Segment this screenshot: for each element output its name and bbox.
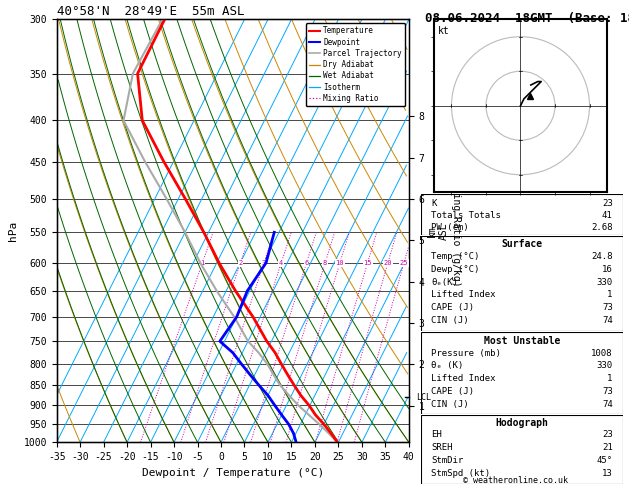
Text: 6: 6 <box>304 260 309 266</box>
Text: K: K <box>431 199 437 208</box>
Text: 23: 23 <box>602 430 613 439</box>
Text: 73: 73 <box>602 387 613 396</box>
Text: Hodograph: Hodograph <box>496 418 548 428</box>
Text: 08.06.2024  18GMT  (Base: 18): 08.06.2024 18GMT (Base: 18) <box>425 12 629 25</box>
Text: 73: 73 <box>602 303 613 312</box>
Text: 3: 3 <box>262 260 266 266</box>
Text: 2: 2 <box>238 260 243 266</box>
Text: 40°58'N  28°49'E  55m ASL: 40°58'N 28°49'E 55m ASL <box>57 5 244 18</box>
Text: 13: 13 <box>602 469 613 478</box>
Legend: Temperature, Dewpoint, Parcel Trajectory, Dry Adiabat, Wet Adiabat, Isotherm, Mi: Temperature, Dewpoint, Parcel Trajectory… <box>306 23 405 106</box>
Text: StmSpd (kt): StmSpd (kt) <box>431 469 491 478</box>
Text: 45°: 45° <box>596 456 613 465</box>
Text: 20: 20 <box>384 260 392 266</box>
Text: Lifted Index: Lifted Index <box>431 374 496 383</box>
Y-axis label: km
ASL: km ASL <box>427 222 449 240</box>
X-axis label: Dewpoint / Temperature (°C): Dewpoint / Temperature (°C) <box>142 468 324 478</box>
Text: Totals Totals: Totals Totals <box>431 211 501 220</box>
Text: 24.8: 24.8 <box>591 252 613 261</box>
Text: 2.68: 2.68 <box>591 224 613 232</box>
Text: © weatheronline.co.uk: © weatheronline.co.uk <box>464 475 568 485</box>
Text: LCL: LCL <box>416 393 431 402</box>
Text: 74: 74 <box>602 316 613 325</box>
Text: 23: 23 <box>602 199 613 208</box>
Text: CIN (J): CIN (J) <box>431 399 469 409</box>
Text: Pressure (mb): Pressure (mb) <box>431 349 501 358</box>
Text: PW (cm): PW (cm) <box>431 224 469 232</box>
Text: StmDir: StmDir <box>431 456 464 465</box>
Text: θₑ (K): θₑ (K) <box>431 362 464 370</box>
Text: 16: 16 <box>602 265 613 274</box>
Text: Surface: Surface <box>501 239 543 249</box>
Text: CIN (J): CIN (J) <box>431 316 469 325</box>
Text: 330: 330 <box>596 278 613 287</box>
Text: Temp (°C): Temp (°C) <box>431 252 480 261</box>
Text: SREH: SREH <box>431 443 453 452</box>
Text: θₑ(K): θₑ(K) <box>431 278 459 287</box>
Text: 1: 1 <box>607 374 613 383</box>
Text: 10: 10 <box>336 260 344 266</box>
Text: 15: 15 <box>364 260 372 266</box>
Text: 41: 41 <box>602 211 613 220</box>
Y-axis label: hPa: hPa <box>8 221 18 241</box>
Text: CAPE (J): CAPE (J) <box>431 303 474 312</box>
Text: EH: EH <box>431 430 442 439</box>
Text: Lifted Index: Lifted Index <box>431 290 496 299</box>
Text: Most Unstable: Most Unstable <box>484 336 560 346</box>
Text: CAPE (J): CAPE (J) <box>431 387 474 396</box>
Text: 330: 330 <box>596 362 613 370</box>
Text: 21: 21 <box>602 443 613 452</box>
Text: 1: 1 <box>607 290 613 299</box>
Y-axis label: Mixing Ratio (g/kg): Mixing Ratio (g/kg) <box>450 175 460 287</box>
Text: 4: 4 <box>279 260 284 266</box>
Text: Dewp (°C): Dewp (°C) <box>431 265 480 274</box>
Text: kt: kt <box>438 26 450 36</box>
Text: 74: 74 <box>602 399 613 409</box>
Text: 8: 8 <box>323 260 327 266</box>
Text: 25: 25 <box>400 260 408 266</box>
Text: 1008: 1008 <box>591 349 613 358</box>
Text: 1: 1 <box>200 260 204 266</box>
